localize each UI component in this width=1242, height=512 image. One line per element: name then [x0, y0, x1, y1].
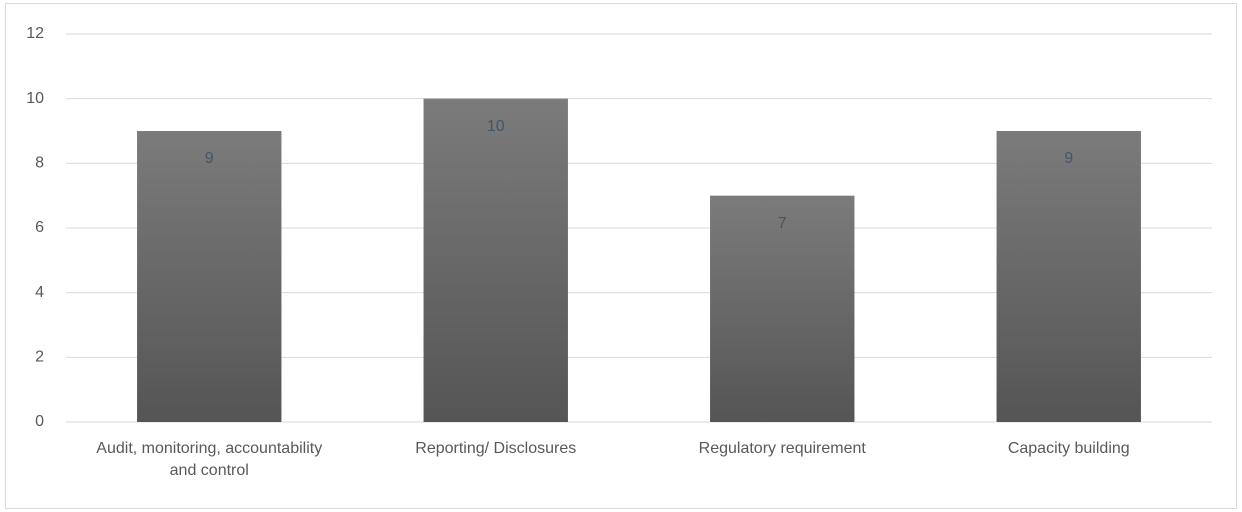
x-tick-label: Regulatory requirement: [698, 440, 866, 457]
bar: [137, 131, 282, 422]
y-tick-label: 6: [35, 219, 44, 236]
y-tick-label: 12: [26, 25, 44, 42]
y-tick-label: 4: [35, 284, 44, 301]
y-tick-label: 10: [26, 90, 44, 107]
data-label: 7: [778, 215, 787, 232]
data-label: 9: [1064, 150, 1073, 167]
bar: [710, 195, 855, 422]
y-tick-label: 0: [35, 413, 44, 430]
y-tick-label: 8: [35, 155, 44, 172]
data-label: 10: [487, 118, 505, 135]
bar: [423, 98, 568, 423]
x-tick-label: Capacity building: [1007, 440, 1130, 457]
x-tick-label: Reporting/ Disclosures: [415, 440, 577, 457]
data-label: 9: [205, 150, 214, 167]
x-tick-label: Audit, monitoring, accountability and co…: [96, 440, 323, 479]
y-tick-label: 2: [35, 349, 44, 366]
bar: [996, 131, 1141, 422]
